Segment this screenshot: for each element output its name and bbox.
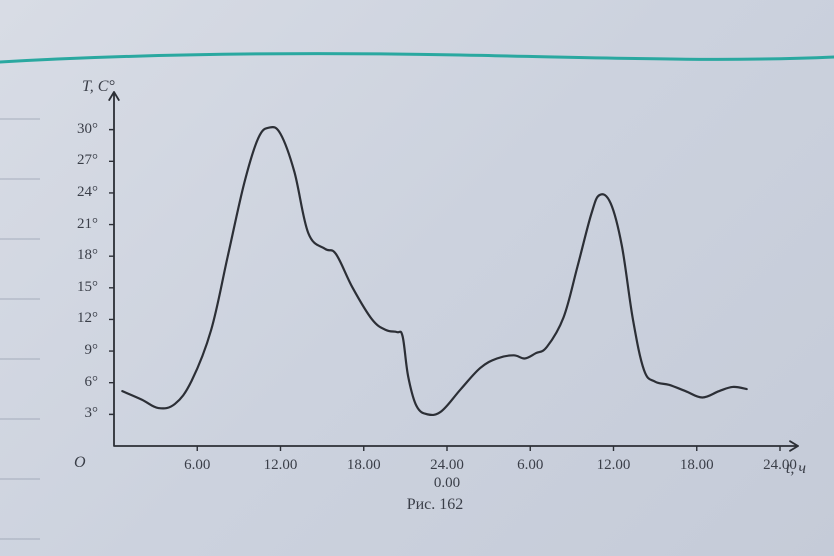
y-tick-label: 9° bbox=[62, 342, 98, 359]
page-root: T, C° t, ч O 3°6°9°12°15°18°21°24°27°30°… bbox=[0, 0, 834, 556]
y-tick-label: 24° bbox=[62, 184, 98, 201]
x-tick-label: 12.00 bbox=[264, 457, 298, 474]
y-axis-title: T, C° bbox=[82, 78, 115, 96]
y-tick-label: 27° bbox=[62, 152, 98, 169]
y-tick-label: 12° bbox=[62, 310, 98, 327]
y-tick-label: 3° bbox=[62, 405, 98, 422]
x-tick-sublabel: 0.00 bbox=[434, 475, 460, 492]
y-tick-label: 30° bbox=[62, 121, 98, 138]
x-tick-label: 6.00 bbox=[517, 457, 543, 474]
chart-svg bbox=[60, 80, 810, 510]
y-tick-label: 21° bbox=[62, 216, 98, 233]
y-tick-label: 18° bbox=[62, 247, 98, 264]
origin-label: O bbox=[74, 454, 86, 472]
x-tick-label: 18.00 bbox=[680, 457, 714, 474]
temperature-chart: T, C° t, ч O 3°6°9°12°15°18°21°24°27°30°… bbox=[60, 80, 810, 510]
x-tick-label: 6.00 bbox=[184, 457, 210, 474]
x-tick-label: 18.00 bbox=[347, 457, 381, 474]
y-tick-label: 15° bbox=[62, 279, 98, 296]
temperature-curve bbox=[122, 127, 746, 415]
x-tick-label: 24.00 bbox=[430, 457, 464, 474]
y-tick-label: 6° bbox=[62, 374, 98, 391]
notebook-margin-lines bbox=[0, 60, 40, 556]
x-tick-label: 24.00 bbox=[763, 457, 797, 474]
figure-caption: Рис. 162 bbox=[60, 496, 810, 514]
x-tick-label: 12.00 bbox=[597, 457, 631, 474]
top-teal-rule bbox=[0, 48, 834, 68]
